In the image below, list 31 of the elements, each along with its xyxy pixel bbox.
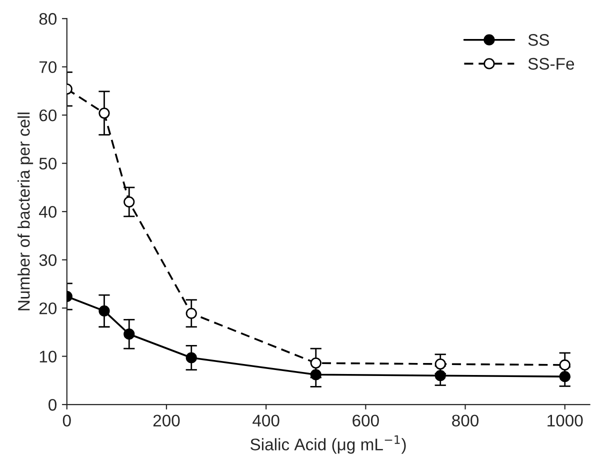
point (310, 358, 322, 369)
y-tick-label: 70 (39, 61, 57, 74)
x-tick-label: 200 (153, 414, 180, 427)
point (186, 352, 197, 364)
legend-label: SS (528, 34, 549, 46)
y-tick-label: 0 (48, 398, 57, 411)
x-tick-label: 1000 (548, 414, 583, 427)
point (98, 305, 110, 317)
point (434, 358, 446, 370)
x-tick-label: 800 (452, 414, 479, 427)
y-tick-label: 10 (40, 350, 57, 363)
point (98, 108, 110, 119)
y-tick-label: 30 (39, 254, 57, 266)
point (186, 308, 197, 319)
x-axis-title: Sialic Acid (μg mL$^{−1}$) (250, 435, 406, 454)
y-axis-title: Number of bacteria per cell (18, 112, 34, 310)
y-tick-label: 50 (39, 158, 57, 170)
x-tick-label: 400 (252, 414, 280, 427)
x-tick-label: 0 (62, 414, 71, 427)
point (310, 369, 322, 380)
point (124, 196, 135, 208)
point (559, 371, 570, 382)
x-tick-label: 600 (352, 414, 379, 427)
y-tick-label: 80 (39, 13, 57, 25)
y-tick-label: 20 (39, 302, 57, 314)
point (124, 328, 135, 340)
legend-label: SS-Fe (528, 58, 574, 70)
y-tick-label: 40 (39, 206, 57, 218)
y-tick-label: 60 (39, 109, 57, 122)
point (559, 359, 570, 371)
point (434, 370, 446, 382)
